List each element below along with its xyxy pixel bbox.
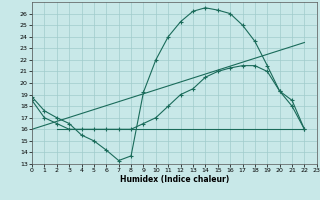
X-axis label: Humidex (Indice chaleur): Humidex (Indice chaleur)	[120, 175, 229, 184]
